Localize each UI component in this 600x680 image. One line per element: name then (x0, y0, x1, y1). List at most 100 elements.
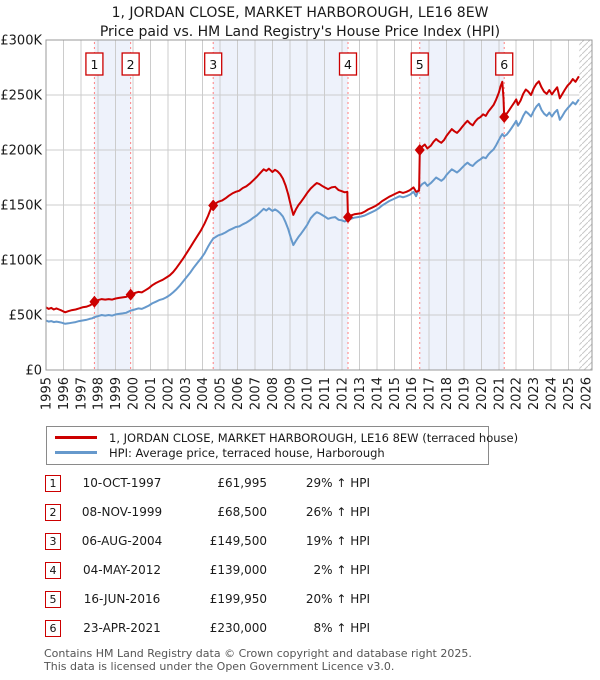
sale-row: 6 23-APR-2021 £230,000 8% ↑ HPI (0, 620, 600, 637)
sale-marker-box (121, 52, 140, 76)
legend-label-property: 1, JORDAN CLOSE, MARKET HARBOROUGH, LE16… (109, 430, 519, 445)
sale-marker-box (85, 52, 104, 76)
x-axis-label: 2010 (301, 377, 316, 410)
sale-date: 04-MAY-2012 (82, 563, 161, 577)
x-axis-label: 2003 (179, 377, 194, 410)
sale-date: 06-AUG-2004 (81, 534, 163, 548)
sale-row: 5 16-JUN-2016 £199,950 20% ↑ HPI (0, 591, 600, 608)
x-axis-label: 2007 (248, 377, 263, 410)
x-axis-label: 2009 (283, 377, 298, 410)
sale-marker-number: 3 (45, 533, 61, 550)
x-axis-label: 2019 (457, 377, 472, 410)
sale-row: 1 10-OCT-1997 £61,995 29% ↑ HPI (0, 475, 600, 492)
x-axis-label: 2002 (161, 377, 176, 410)
y-axis-label: £200K (0, 144, 42, 159)
x-axis-label: 2018 (440, 377, 455, 410)
sale-point-diamond (499, 111, 510, 123)
price-history-chart: 1 2 3 4 5 6 £0 £50K £100K £150K £200K £250K £300K 199… (0, 30, 600, 420)
sale-vs-hpi: 8% ↑ HPI (313, 621, 370, 635)
x-axis-label: 2014 (370, 377, 385, 410)
sale-row: 4 04-MAY-2012 £139,000 2% ↑ HPI (0, 562, 600, 579)
svg-text:3: 3 (209, 57, 217, 72)
sale-marker-number: 2 (45, 504, 61, 521)
x-axis-label: 1998 (92, 377, 107, 410)
y-axis-label: £100K (0, 254, 42, 269)
x-axis-label: 2023 (527, 377, 542, 410)
sale-vs-hpi: 20% ↑ HPI (305, 592, 370, 606)
sale-point-diamond (342, 211, 353, 224)
x-axis-label: 2024 (545, 377, 560, 410)
x-axis-label: 2025 (562, 377, 577, 410)
y-axis-label: £50K (9, 309, 43, 324)
x-axis-label: 1997 (74, 377, 89, 410)
sale-price: £68,500 (217, 505, 267, 519)
sale-marker-box (410, 52, 429, 76)
svg-text:1: 1 (90, 57, 98, 72)
x-axis-label: 2006 (231, 377, 246, 410)
sale-marker-box (495, 52, 514, 76)
y-axis-label: £250K (0, 89, 42, 104)
sale-row: 3 06-AUG-2004 £149,500 19% ↑ HPI (0, 533, 600, 550)
sale-vs-hpi: 2% ↑ HPI (313, 563, 370, 577)
x-axis-label: 2017 (423, 377, 438, 410)
x-axis-label: 2026 (579, 377, 594, 410)
y-axis-label: £150K (0, 199, 42, 214)
sale-vs-hpi: 19% ↑ HPI (305, 534, 370, 548)
price-chart-svg: 1 2 3 4 5 6 £0 £50K £100K £150K £200K £250K £300K 199… (0, 34, 594, 411)
svg-text:2: 2 (127, 57, 135, 72)
sale-price: £139,000 (209, 563, 267, 577)
chart-legend: 1, JORDAN CLOSE, MARKET HARBOROUGH, LE16… (46, 426, 518, 465)
footer-line-2: This data is licensed under the Open Gov… (44, 660, 395, 673)
hpi-line-swatch (55, 451, 97, 454)
x-axis-label: 1999 (109, 377, 124, 410)
legend-label-hpi: HPI: Average price, terraced house, Harb… (109, 445, 385, 460)
sale-point-diamond (414, 144, 425, 157)
sale-marker-number: 1 (45, 475, 61, 492)
x-axis-label: 1996 (57, 377, 72, 410)
x-axis-label: 2001 (144, 377, 159, 410)
svg-text:4: 4 (344, 57, 352, 72)
property-series-line (45, 75, 580, 314)
page-subtitle: Price paid vs. HM Land Registry's House … (99, 24, 501, 40)
sale-marker-number: 4 (45, 562, 61, 579)
future-hatch-area (579, 40, 592, 370)
sale-date: 23-APR-2021 (83, 621, 161, 635)
license-footer: Contains HM Land Registry data © Crown c… (44, 647, 584, 673)
legend-item-hpi: HPI: Average price, terraced house, Harb… (47, 445, 488, 460)
x-axis-label: 2000 (127, 377, 142, 410)
sale-price: £230,000 (209, 621, 267, 635)
x-axis-label: 2016 (405, 377, 420, 410)
sale-date: 08-NOV-1999 (81, 505, 163, 519)
x-axis-label: 2004 (196, 377, 211, 410)
y-axis-label: £0 (25, 364, 42, 379)
sale-point-diamond (208, 199, 219, 212)
sale-point-diamond (125, 288, 136, 301)
sale-vs-hpi: 29% ↑ HPI (305, 476, 370, 490)
sale-price: £199,950 (209, 592, 267, 606)
x-axis-label: 1995 (40, 377, 55, 410)
sale-marker-number: 6 (45, 620, 61, 637)
property-line-swatch (55, 436, 97, 439)
sale-date: 10-OCT-1997 (82, 476, 162, 490)
x-axis-label: 2015 (388, 377, 403, 410)
sale-row: 2 08-NOV-1999 £68,500 26% ↑ HPI (0, 504, 600, 521)
x-axis-label: 2022 (510, 377, 525, 410)
x-axis-label: 2020 (475, 377, 490, 410)
x-axis-label: 2021 (492, 377, 507, 410)
legend-item-property: 1, JORDAN CLOSE, MARKET HARBOROUGH, LE16… (47, 430, 518, 445)
x-axis-label: 2005 (214, 377, 229, 410)
sale-price: £61,995 (217, 476, 267, 490)
sale-marker-number: 5 (45, 591, 61, 608)
svg-text:5: 5 (416, 57, 424, 72)
sale-vs-hpi: 26% ↑ HPI (305, 505, 370, 519)
x-axis-label: 2013 (353, 377, 368, 410)
sale-date: 16-JUN-2016 (83, 592, 161, 606)
svg-text:6: 6 (500, 57, 508, 72)
footer-line-1: Contains HM Land Registry data © Crown c… (44, 647, 472, 660)
hpi-series-line (45, 98, 580, 325)
page-title: 1, JORDAN CLOSE, MARKET HARBOROUGH, LE16… (111, 5, 489, 21)
x-axis-label: 2012 (336, 377, 351, 410)
sale-marker-box (338, 52, 358, 76)
x-axis-label: 2011 (318, 377, 333, 410)
sale-point-diamond (89, 295, 100, 308)
